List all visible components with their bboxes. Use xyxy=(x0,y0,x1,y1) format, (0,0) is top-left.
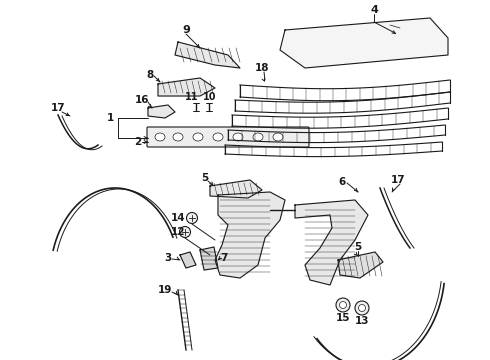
Text: 19: 19 xyxy=(158,285,172,295)
Polygon shape xyxy=(280,18,448,68)
Ellipse shape xyxy=(193,133,203,141)
Polygon shape xyxy=(215,192,285,278)
Text: 15: 15 xyxy=(336,313,350,323)
Text: 1: 1 xyxy=(106,113,114,123)
Text: 10: 10 xyxy=(203,92,217,102)
Circle shape xyxy=(187,212,197,224)
Text: 9: 9 xyxy=(182,25,190,35)
Text: 17: 17 xyxy=(50,103,65,113)
Circle shape xyxy=(340,302,346,309)
Circle shape xyxy=(179,226,191,238)
Text: 14: 14 xyxy=(171,213,185,223)
Text: 5: 5 xyxy=(354,242,362,252)
Ellipse shape xyxy=(253,133,263,141)
Circle shape xyxy=(359,305,366,311)
Ellipse shape xyxy=(273,133,283,141)
Polygon shape xyxy=(338,252,383,278)
FancyBboxPatch shape xyxy=(147,127,309,147)
Polygon shape xyxy=(175,42,240,68)
Text: 8: 8 xyxy=(147,70,154,80)
Text: 12: 12 xyxy=(171,227,185,237)
Text: 18: 18 xyxy=(255,63,269,73)
Polygon shape xyxy=(180,252,196,268)
Text: 5: 5 xyxy=(201,173,209,183)
Text: 13: 13 xyxy=(355,316,369,326)
Text: 7: 7 xyxy=(220,253,228,263)
Polygon shape xyxy=(210,180,262,198)
Text: 16: 16 xyxy=(135,95,149,105)
Ellipse shape xyxy=(233,133,243,141)
Circle shape xyxy=(336,298,350,312)
Polygon shape xyxy=(158,78,215,96)
Text: 2: 2 xyxy=(134,137,142,147)
Ellipse shape xyxy=(213,133,223,141)
Text: 3: 3 xyxy=(164,253,171,263)
Text: 6: 6 xyxy=(339,177,345,187)
Text: 4: 4 xyxy=(370,5,378,15)
Polygon shape xyxy=(148,105,175,118)
Ellipse shape xyxy=(155,133,165,141)
Ellipse shape xyxy=(173,133,183,141)
Circle shape xyxy=(355,301,369,315)
Text: 11: 11 xyxy=(185,92,199,102)
Polygon shape xyxy=(295,200,368,285)
Text: 17: 17 xyxy=(391,175,405,185)
Polygon shape xyxy=(200,247,218,270)
